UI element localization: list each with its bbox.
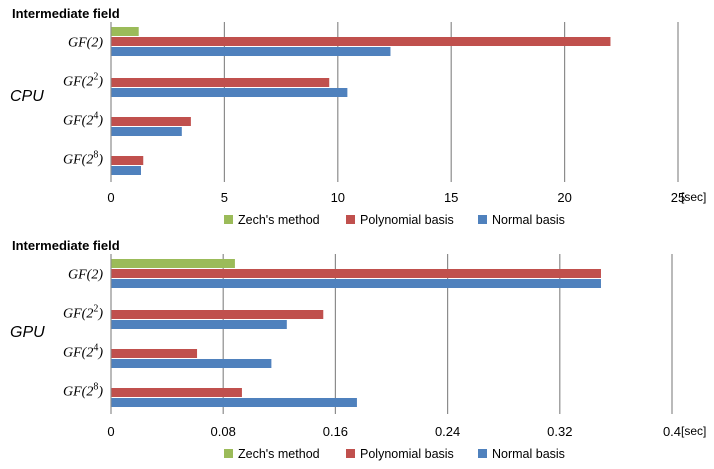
bar-polynomial-basis	[111, 78, 330, 87]
category-label: GF(24)	[63, 343, 103, 361]
category-axis-title: Intermediate field	[12, 238, 120, 253]
bar-normal-basis	[111, 47, 391, 56]
x-tick-label: 0.32	[547, 424, 572, 439]
category-label: GF(2)	[68, 268, 103, 283]
chart-cpu: Intermediate field CPU GF(2) GF(22) GF(24) GF…	[10, 6, 706, 227]
legend-entry: Polynomial basis	[360, 447, 454, 461]
x-tick-label: 0.16	[323, 424, 348, 439]
bar-normal-basis	[111, 359, 272, 368]
bar-polynomial-basis	[111, 349, 198, 358]
bar-normal-basis	[111, 398, 357, 407]
bar-polynomial-basis	[111, 269, 601, 278]
bar-zech-s-method	[111, 27, 139, 36]
x-tick-label: 0.08	[211, 424, 236, 439]
x-tick-label: 5	[221, 190, 228, 205]
bar-normal-basis	[111, 166, 141, 175]
bar-polynomial-basis	[111, 37, 611, 46]
legend: Zech's method Polynomial basis Normal basi…	[224, 213, 565, 227]
x-tick-label: 10	[331, 190, 345, 205]
legend-entry: Zech's method	[238, 213, 320, 227]
x-tick-label: 0.4	[663, 424, 681, 439]
category-label: GF(24)	[63, 111, 103, 129]
x-tick-label: 0.24	[435, 424, 460, 439]
legend-swatch	[224, 449, 233, 458]
legend-entry: Normal basis	[492, 213, 565, 227]
category-axis-title: Intermediate field	[12, 6, 120, 21]
x-tick-label: 0	[107, 190, 114, 205]
category-label: GF(22)	[63, 304, 103, 322]
chart-gpu: Intermediate field GPU GF(2) GF(22) GF(24) GF…	[10, 238, 706, 461]
legend: Zech's method Polynomial basis Normal basi…	[224, 447, 565, 461]
x-tick-label: 0	[107, 424, 114, 439]
category-label: GF(2)	[68, 36, 103, 51]
bar-polynomial-basis	[111, 156, 144, 165]
bar-normal-basis	[111, 127, 182, 136]
x-tick-label: 15	[444, 190, 458, 205]
bar-polynomial-basis	[111, 388, 242, 397]
bar-zech-s-method	[111, 259, 235, 268]
bar-polynomial-basis	[111, 310, 324, 319]
x-tick-label: 25	[671, 190, 685, 205]
unit-label: [sec]	[681, 190, 706, 204]
legend-swatch	[346, 215, 355, 224]
legend-swatch	[478, 215, 487, 224]
category-label: GF(28)	[63, 382, 103, 400]
bar-polynomial-basis	[111, 117, 191, 126]
legend-entry: Polynomial basis	[360, 213, 454, 227]
unit-label: [sec]	[681, 424, 706, 438]
legend-entry: Normal basis	[492, 447, 565, 461]
legend-swatch	[346, 449, 355, 458]
legend-entry: Zech's method	[238, 447, 320, 461]
processor-label: GPU	[10, 324, 45, 341]
category-label: GF(22)	[63, 72, 103, 90]
processor-label: CPU	[10, 88, 44, 105]
bar-normal-basis	[111, 88, 348, 97]
legend-swatch	[478, 449, 487, 458]
legend-swatch	[224, 215, 233, 224]
category-label: GF(28)	[63, 150, 103, 168]
bar-normal-basis	[111, 279, 601, 288]
x-tick-label: 20	[557, 190, 571, 205]
bar-normal-basis	[111, 320, 287, 329]
